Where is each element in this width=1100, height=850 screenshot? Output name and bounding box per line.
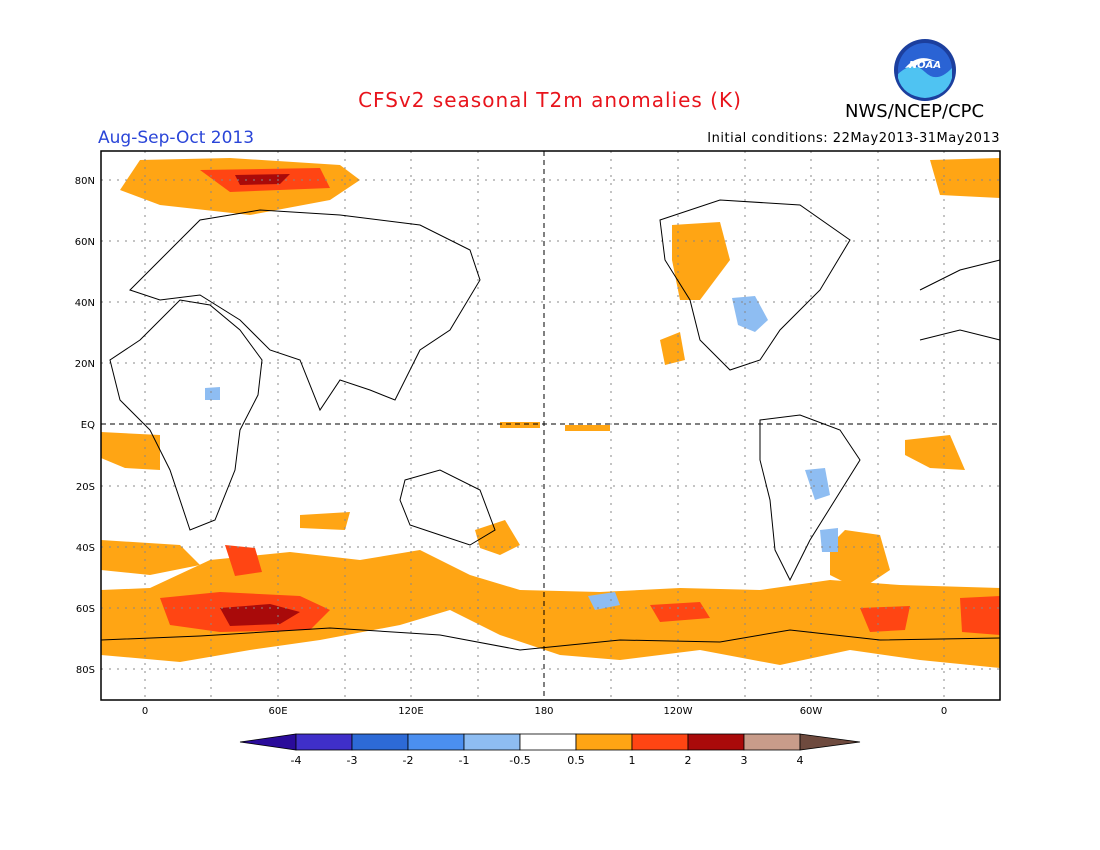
lon-label: 120W xyxy=(664,706,693,717)
colorbar-label: 3 xyxy=(741,754,748,767)
season-label: Aug-Sep-Oct 2013 xyxy=(98,128,255,148)
colorbar-label: 1 xyxy=(629,754,636,767)
anomaly-region xyxy=(860,606,910,632)
anomaly-region xyxy=(805,468,830,500)
anomaly-region xyxy=(101,540,200,575)
anomaly-region xyxy=(300,512,350,530)
colorbar-cell xyxy=(407,733,465,751)
colorbar-cell xyxy=(463,733,521,751)
chart-title: CFSv2 seasonal T2m anomalies (K) xyxy=(358,88,742,112)
gridlines xyxy=(101,151,1000,700)
colorbar-cell xyxy=(687,733,745,751)
lat-label: 60S xyxy=(76,604,95,615)
lon-label: 180 xyxy=(534,706,553,717)
lat-label: 80S xyxy=(76,665,95,676)
lat-label: 20S xyxy=(76,482,95,493)
initial-conditions-label: Initial conditions: 22May2013-31May2013 xyxy=(707,131,1000,146)
lon-label: 0 xyxy=(941,706,947,717)
anomaly-region xyxy=(905,435,965,470)
lat-label: 20N xyxy=(75,359,95,370)
lat-label: 60N xyxy=(75,237,95,248)
colorbar-cell xyxy=(631,733,689,751)
colorbar-label: 4 xyxy=(797,754,804,767)
colorbar-cell xyxy=(743,733,801,751)
anomaly-region xyxy=(830,530,890,590)
colorbar-label: -3 xyxy=(347,754,358,767)
map-frame xyxy=(100,150,1001,701)
anomaly-region xyxy=(660,332,685,365)
colorbar-cell xyxy=(519,733,577,751)
anomaly-region xyxy=(930,158,1000,198)
colorbar-cell xyxy=(295,733,353,751)
equator-dateline xyxy=(101,151,1000,700)
noaa-logo-icon: NOAA xyxy=(894,39,956,101)
anomaly-region xyxy=(820,528,838,552)
anomaly-region xyxy=(565,425,610,431)
lat-label: 80N xyxy=(75,176,95,187)
colorbar-label: -2 xyxy=(403,754,414,767)
colorbar-label: -1 xyxy=(459,754,470,767)
colorbar-cell xyxy=(351,733,409,751)
anomaly-region xyxy=(588,592,620,610)
anomaly-region xyxy=(732,296,768,332)
lat-label: 40S xyxy=(76,543,95,554)
anomaly-region xyxy=(475,520,520,555)
lat-label: EQ xyxy=(81,420,95,431)
logo-text: NOAA xyxy=(909,60,941,71)
colorbar-label: -0.5 xyxy=(509,754,530,767)
colorbar-cell xyxy=(575,733,633,751)
lon-label: 120E xyxy=(398,706,423,717)
anomaly-region xyxy=(220,604,300,626)
agency-label: NWS/NCEP/CPC xyxy=(845,101,985,122)
colorbar-label: 2 xyxy=(685,754,692,767)
lat-label: 40N xyxy=(75,298,95,309)
colorbar-label: 0.5 xyxy=(567,754,585,767)
lon-label: 60E xyxy=(268,706,287,717)
colorbar xyxy=(239,733,861,751)
coastlines xyxy=(100,199,1001,651)
anomaly-region xyxy=(960,596,1000,635)
colorbar-cell xyxy=(799,733,861,751)
colorbar-cell xyxy=(239,733,297,751)
anomaly-fields xyxy=(101,158,1000,668)
lon-label: 0 xyxy=(142,706,148,717)
anomaly-region xyxy=(650,602,710,622)
anomaly-region xyxy=(225,545,262,576)
colorbar-label: -4 xyxy=(291,754,302,767)
anomaly-region xyxy=(101,432,160,470)
lon-label: 60W xyxy=(800,706,823,717)
anomaly-region xyxy=(101,550,1000,668)
anomaly-region xyxy=(500,422,540,428)
anomaly-region xyxy=(205,387,220,400)
